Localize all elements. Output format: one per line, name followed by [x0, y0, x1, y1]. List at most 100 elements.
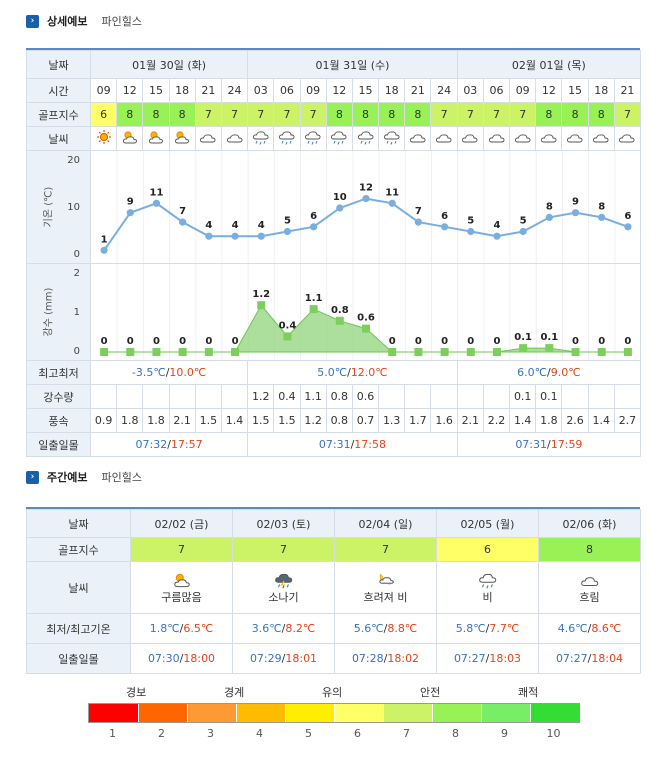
weather-cell — [509, 126, 537, 151]
weekly-temp-max: 8.2℃ — [285, 622, 316, 635]
day-minmax: -3.5℃/10.0℃ — [89, 360, 249, 385]
cloud-icon — [226, 134, 243, 143]
precip-cell — [116, 384, 144, 409]
temp-data-label: 4 — [493, 220, 500, 231]
weekly-temp: 5.6℃/8.8℃ — [334, 613, 437, 644]
time-cell: 18 — [378, 78, 406, 103]
temp-data-label: 8 — [598, 201, 605, 212]
weather-cell — [561, 126, 589, 151]
temp-data-label: 5 — [284, 216, 291, 227]
weekly-sun: 07:28/18:02 — [334, 643, 437, 674]
wind-cell: 1.2 — [299, 408, 327, 433]
legend-swatch — [285, 704, 334, 722]
chart-axis-title: 강수 (mm) — [43, 287, 55, 337]
rain-point — [100, 348, 109, 356]
temp-point — [388, 199, 396, 207]
rain-point — [178, 348, 187, 356]
sun-cloud-icon — [175, 131, 190, 144]
precip-cell — [89, 384, 118, 409]
sun-cloud-icon — [148, 131, 163, 144]
temp-point — [414, 218, 422, 226]
chart-tick-label: 1 — [73, 307, 80, 318]
rain-point — [492, 348, 501, 356]
rain-data-label: 1.1 — [305, 293, 323, 304]
legend-number: 3 — [207, 727, 214, 740]
weather-cell — [194, 126, 222, 151]
wind-cell: 0.8 — [325, 408, 353, 433]
temp-point — [205, 232, 213, 240]
time-cell: 03 — [247, 78, 275, 103]
legend-level-label: 쾌적 — [518, 686, 539, 699]
wind-cell: 0.7 — [351, 408, 380, 433]
temp-point — [179, 218, 187, 226]
rain-point — [571, 348, 580, 356]
wind-cell: 1.4 — [509, 408, 537, 433]
time-cell: 09 — [299, 78, 327, 103]
weekly-sunset: 18:02 — [387, 652, 420, 665]
rain-point — [204, 348, 213, 356]
rain-icon — [357, 131, 374, 145]
weekly-section-header: › 주간예보 파인힐스 — [26, 469, 142, 485]
time-cell: 03 — [456, 78, 484, 103]
temp-data-label: 10 — [333, 192, 347, 203]
golf-index-cell: 7 — [299, 102, 327, 127]
legend-swatch — [383, 704, 432, 722]
golf-index-legend-bar — [88, 703, 580, 723]
rain-data-label: 0.1 — [514, 332, 532, 343]
day-sun: 07:32/17:57 — [89, 432, 249, 457]
weekly-temp-min: 3.6℃ — [251, 622, 282, 635]
temp-point — [126, 209, 134, 217]
weekly-temp-min: 5.8℃ — [455, 622, 486, 635]
golf-index-cell: 7 — [247, 102, 275, 127]
precip-cell — [456, 384, 484, 409]
precip-cell: 0.6 — [351, 384, 380, 409]
rain-icon — [478, 573, 496, 588]
weather-cell — [456, 126, 484, 151]
precip-cell: 0.1 — [535, 384, 563, 409]
golf-index-cell: 7 — [482, 102, 511, 127]
precip-cell — [587, 384, 615, 409]
wind-cell: 1.4 — [220, 408, 249, 433]
rain-point — [231, 348, 240, 356]
temp-min: 5.0℃ — [317, 366, 348, 379]
legend-swatch — [481, 704, 530, 722]
rain-data-label: 0 — [127, 336, 134, 347]
weather-cell — [430, 126, 458, 151]
temp-max: 10.0℃ — [169, 366, 207, 379]
time-cell: 12 — [116, 78, 144, 103]
weather-cell — [587, 126, 615, 151]
day-header: 01월 31일 (수) — [247, 50, 458, 79]
rain-icon — [331, 131, 347, 145]
weekly-weather-text: 소나기 — [268, 590, 299, 604]
detail-forecast-table: 날짜 01월 30일 (화) 01월 31일 (수) 02월 01일 (목) 시간 09… — [26, 48, 642, 457]
golf-index-cell: 7 — [273, 102, 301, 127]
temp-point — [362, 195, 370, 203]
weather-cell — [378, 126, 406, 151]
row-label-sun: 일출일몰 — [26, 432, 91, 457]
weekly-row-label-temp: 최저/최고기온 — [26, 613, 131, 644]
weekly-weather-icon-wrap — [132, 571, 232, 589]
golf-index-cell: 8 — [168, 102, 196, 127]
golf-index-cell: 7 — [509, 102, 537, 127]
rain-data-label: 0 — [624, 336, 631, 347]
temp-data-label: 7 — [179, 206, 186, 217]
temp-point — [519, 227, 527, 236]
time-cell: 18 — [168, 78, 196, 103]
sunrise-time: 07:32 — [135, 438, 168, 451]
golf-index-cell: 8 — [116, 102, 144, 127]
cloud-icon — [514, 134, 531, 143]
chart-tick-label: 0 — [73, 249, 80, 260]
cloud-icon — [567, 134, 583, 143]
temp-data-label: 6 — [624, 211, 631, 222]
rain-data-label: 0.6 — [357, 313, 375, 324]
time-cell: 09 — [89, 78, 118, 103]
chevron-right-icon: › — [26, 14, 39, 28]
temp-point — [152, 199, 161, 207]
cloud-icon — [488, 134, 505, 143]
weather-cell — [89, 126, 118, 151]
row-label-time: 시간 — [26, 78, 91, 103]
weather-cell — [247, 126, 275, 151]
weekly-weather-icon-wrap — [234, 571, 334, 589]
weekly-sun: 07:27/18:04 — [538, 643, 641, 674]
wind-cell: 1.5 — [194, 408, 222, 433]
